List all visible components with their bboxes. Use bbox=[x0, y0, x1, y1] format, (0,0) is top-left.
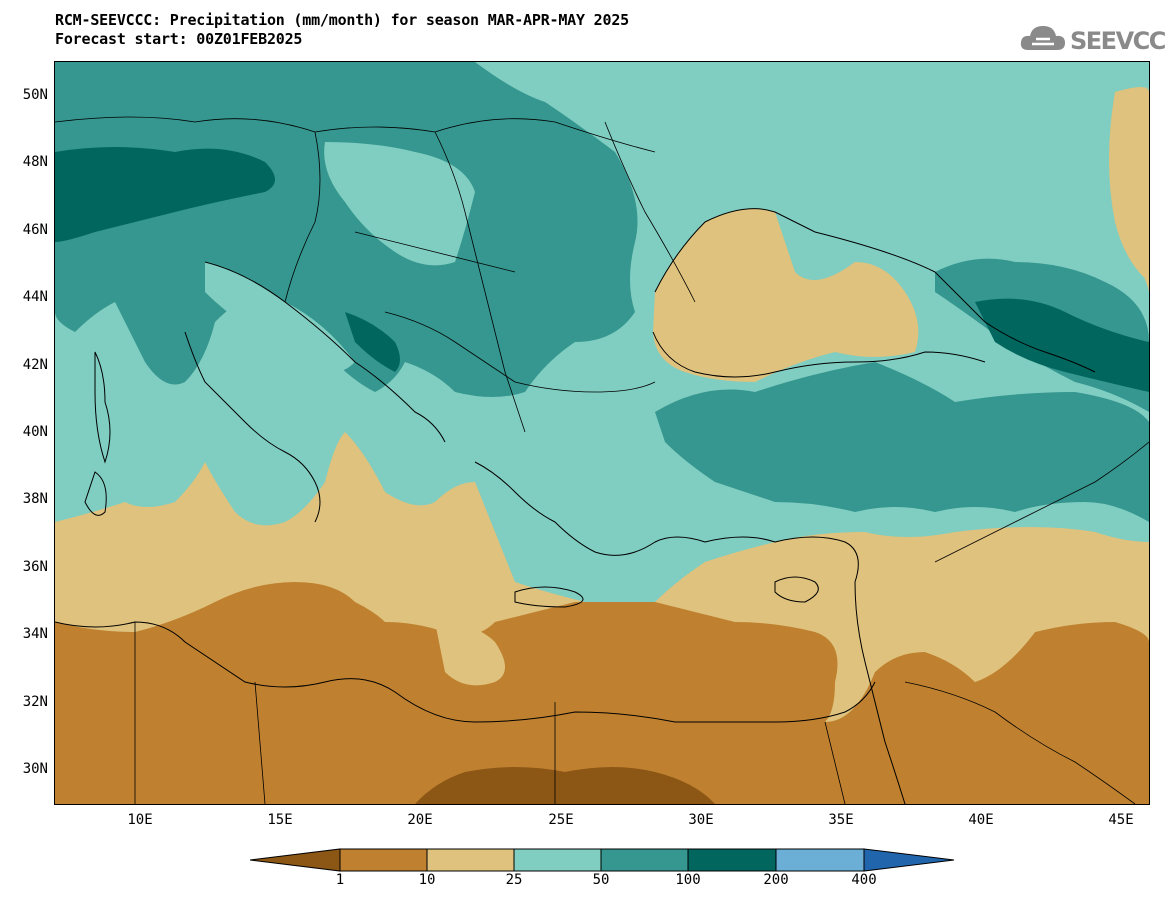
lon-label-40e: 40E bbox=[968, 812, 994, 828]
colorbar-swatch-7 bbox=[863, 848, 955, 872]
colorbar-swatch-2 bbox=[426, 848, 515, 872]
lat-label-32n: 32N bbox=[22, 694, 48, 710]
colorbar-label-200: 200 bbox=[763, 872, 789, 888]
map-title: RCM-SEEVCCC: Precipitation (mm/month) fo… bbox=[55, 11, 629, 49]
zone-50-100-anatolia bbox=[655, 362, 1149, 522]
zone-below-1 bbox=[415, 767, 715, 804]
coastlines bbox=[55, 208, 1096, 804]
colorbar bbox=[250, 848, 955, 872]
lat-label-46n: 46N bbox=[22, 222, 48, 238]
lat-label-30n: 30N bbox=[22, 761, 48, 777]
zone-50-100-west bbox=[55, 62, 638, 397]
lat-label-48n: 48N bbox=[22, 154, 48, 170]
title-line-2: Forecast start: 00Z01FEB2025 bbox=[55, 30, 303, 48]
colorbar-label-400: 400 bbox=[851, 872, 877, 888]
colorbar-swatch-5 bbox=[687, 848, 777, 872]
lat-label-36n: 36N bbox=[22, 559, 48, 575]
lon-label-20e: 20E bbox=[407, 812, 433, 828]
lon-label-45e: 45E bbox=[1108, 812, 1134, 828]
colorbar-swatch-6 bbox=[775, 848, 865, 872]
zone-10-25-levant bbox=[855, 542, 1109, 682]
zone-east-dry bbox=[1109, 87, 1149, 282]
colorbar-swatch-0 bbox=[250, 848, 341, 872]
zone-25-50-adriatic bbox=[205, 262, 355, 372]
borders bbox=[55, 116, 1149, 804]
zone-100-200-dinaric bbox=[345, 312, 400, 372]
zone-10-25-libya bbox=[435, 622, 505, 686]
zone-black-sea-dry bbox=[653, 208, 919, 382]
lat-label-40n: 40N bbox=[22, 424, 48, 440]
lon-label-30e: 30E bbox=[688, 812, 714, 828]
precipitation-map bbox=[54, 61, 1150, 805]
colorbar-label-25: 25 bbox=[505, 872, 523, 888]
lat-label-50n: 50N bbox=[22, 87, 48, 103]
cloud-icon bbox=[1020, 26, 1065, 50]
lat-label-42n: 42N bbox=[22, 357, 48, 373]
lon-label-25e: 25E bbox=[548, 812, 574, 828]
lat-label-44n: 44N bbox=[22, 289, 48, 305]
colorbar-label-100: 100 bbox=[675, 872, 701, 888]
lon-label-10e: 10E bbox=[127, 812, 153, 828]
zone-1-10 bbox=[55, 582, 1149, 804]
colorbar-swatch-1 bbox=[339, 848, 428, 872]
colorbar-swatch-3 bbox=[513, 848, 602, 872]
colorbar-swatch-4 bbox=[600, 848, 689, 872]
zone-25-50-pannonian bbox=[324, 142, 475, 266]
colorbar-label-1: 1 bbox=[335, 872, 345, 888]
lon-label-35e: 35E bbox=[828, 812, 854, 828]
seevccc-logo: SEEVCCC bbox=[1018, 20, 1165, 58]
zone-100-200-alps bbox=[55, 147, 275, 242]
map-canvas bbox=[55, 62, 1149, 804]
title-line-1: RCM-SEEVCCC: Precipitation (mm/month) fo… bbox=[55, 11, 629, 29]
colorbar-label-10: 10 bbox=[418, 872, 436, 888]
colorbar-label-50: 50 bbox=[592, 872, 610, 888]
zone-100-200-caucasus bbox=[975, 298, 1149, 392]
lat-label-34n: 34N bbox=[22, 626, 48, 642]
logo-text: SEEVCCC bbox=[1070, 27, 1165, 55]
lon-label-15e: 15E bbox=[267, 812, 293, 828]
lat-label-38n: 38N bbox=[22, 491, 48, 507]
